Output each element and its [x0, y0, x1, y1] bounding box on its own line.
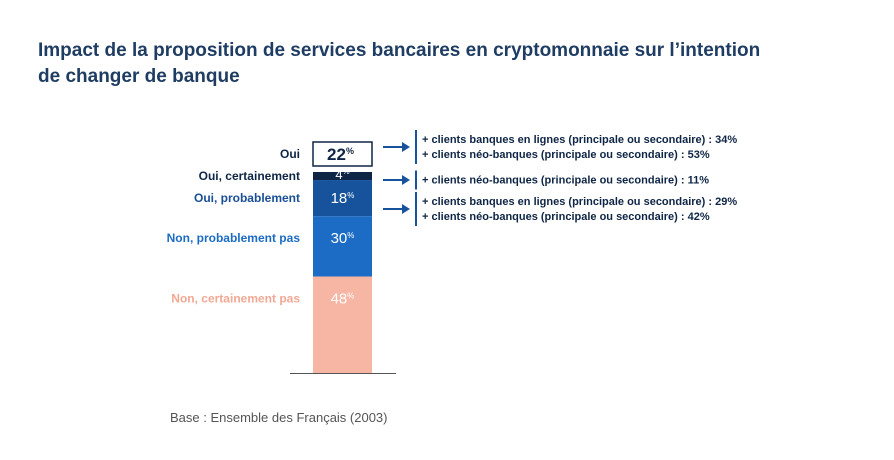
bar-value-oui-certainement: 4%	[335, 167, 349, 182]
annotation-text-oui-probablement-2: + clients néo-banques (principale ou sec…	[422, 211, 710, 223]
category-label-oui-probablement: Oui, probablement	[194, 191, 300, 205]
total-box	[312, 141, 373, 167]
category-label-oui-certainement: Oui, certainement	[199, 169, 300, 183]
bar-segment-oui-probablement	[313, 180, 372, 217]
annotation-text-oui-2: + clients néo-banques (principale ou sec…	[422, 149, 710, 161]
total-value: 22%	[327, 145, 354, 164]
bar-value-non-probablement-pas: 30%	[331, 230, 355, 247]
bar-segment-oui-certainement	[313, 172, 372, 181]
bar-value-non-certainement-pas: 48%	[331, 291, 355, 308]
bar-value-oui-probablement: 18%	[331, 190, 355, 207]
annotation-text-oui-certainement-1: + clients néo-banques (principale ou sec…	[422, 175, 709, 187]
base-note: Base : Ensemble des Français (2003)	[170, 410, 388, 425]
annotation-arrow-head-oui-certainement	[402, 175, 410, 185]
annotation-arrow-head-oui	[402, 142, 410, 152]
annotation-text-oui-1: + clients banques en lignes (principale …	[422, 134, 737, 146]
chart-title-line-2: de changer de banque	[38, 66, 240, 87]
annotation-text-oui-probablement-1: + clients banques en lignes (principale …	[422, 196, 737, 208]
category-label-non-probablement-pas: Non, probablement pas	[167, 231, 301, 245]
annotation-arrow-head-oui-probablement	[402, 204, 410, 214]
category-label-non-certainement-pas: Non, certainement pas	[171, 292, 300, 306]
chart-title: Impact de la proposition de services ban…	[38, 38, 838, 90]
category-label-oui-total: Oui	[280, 147, 300, 161]
bar-segment-non-probablement-pas	[313, 216, 372, 277]
bar-segment-non-certainement-pas	[313, 276, 372, 373]
chart-title-line-1: Impact de la proposition de services ban…	[38, 40, 761, 61]
